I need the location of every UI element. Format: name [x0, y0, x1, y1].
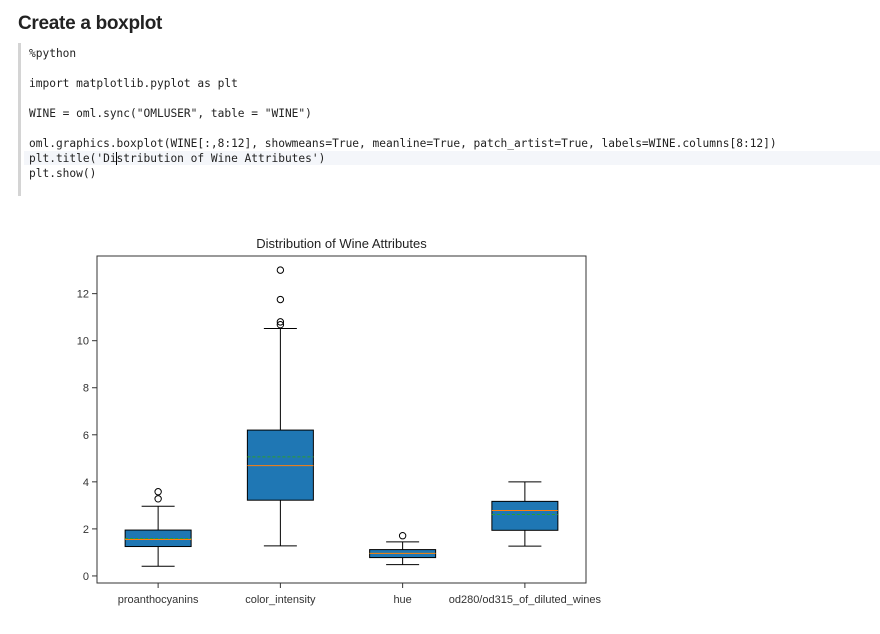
outlier-point [276, 266, 285, 274]
code-line[interactable]: plt.title('Distribution of Wine Attribut… [29, 152, 326, 165]
y-tick-label: 4 [83, 477, 89, 489]
outlier-point [276, 318, 285, 326]
x-tick-label: color_intensity [245, 594, 316, 606]
y-tick-label: 10 [77, 336, 89, 348]
plot-frame [96, 255, 587, 584]
y-tick-label: 2 [83, 524, 89, 536]
y-tick-label: 0 [83, 571, 89, 583]
outlier-point [154, 495, 162, 503]
code-line[interactable]: WINE = oml.sync("OMLUSER", table = "WINE… [29, 107, 312, 120]
y-tick-label: 12 [77, 289, 89, 301]
box [491, 500, 559, 531]
active-line-highlight [24, 151, 880, 165]
x-tick-label: hue [393, 594, 411, 606]
y-tick-label: 6 [83, 430, 89, 442]
code-line[interactable]: oml.graphics.boxplot(WINE[:,8:12], showm… [29, 137, 777, 150]
code-line[interactable]: import matplotlib.pyplot as plt [29, 77, 238, 90]
code-line[interactable]: plt.show() [29, 167, 97, 180]
chart-title: Distribution of Wine Attributes [256, 236, 427, 251]
code-cell[interactable]: %python import matplotlib.pyplot as plt … [18, 43, 880, 196]
x-tick-label: od280/od315_of_diluted_wines [449, 594, 602, 606]
x-tick-label: proanthocyanins [118, 594, 199, 606]
text-cursor [116, 152, 117, 165]
section-heading: Create a boxplot [18, 13, 163, 34]
outlier-point [276, 295, 285, 304]
outlier-point [398, 532, 407, 540]
outlier-point [154, 488, 162, 496]
y-tick-label: 8 [83, 383, 89, 395]
boxplot-chart: Distribution of Wine Attributes 0 2 4 6 8 10 1… [77, 236, 602, 606]
code-line[interactable]: %python [29, 47, 77, 60]
outlier-point [276, 320, 285, 329]
